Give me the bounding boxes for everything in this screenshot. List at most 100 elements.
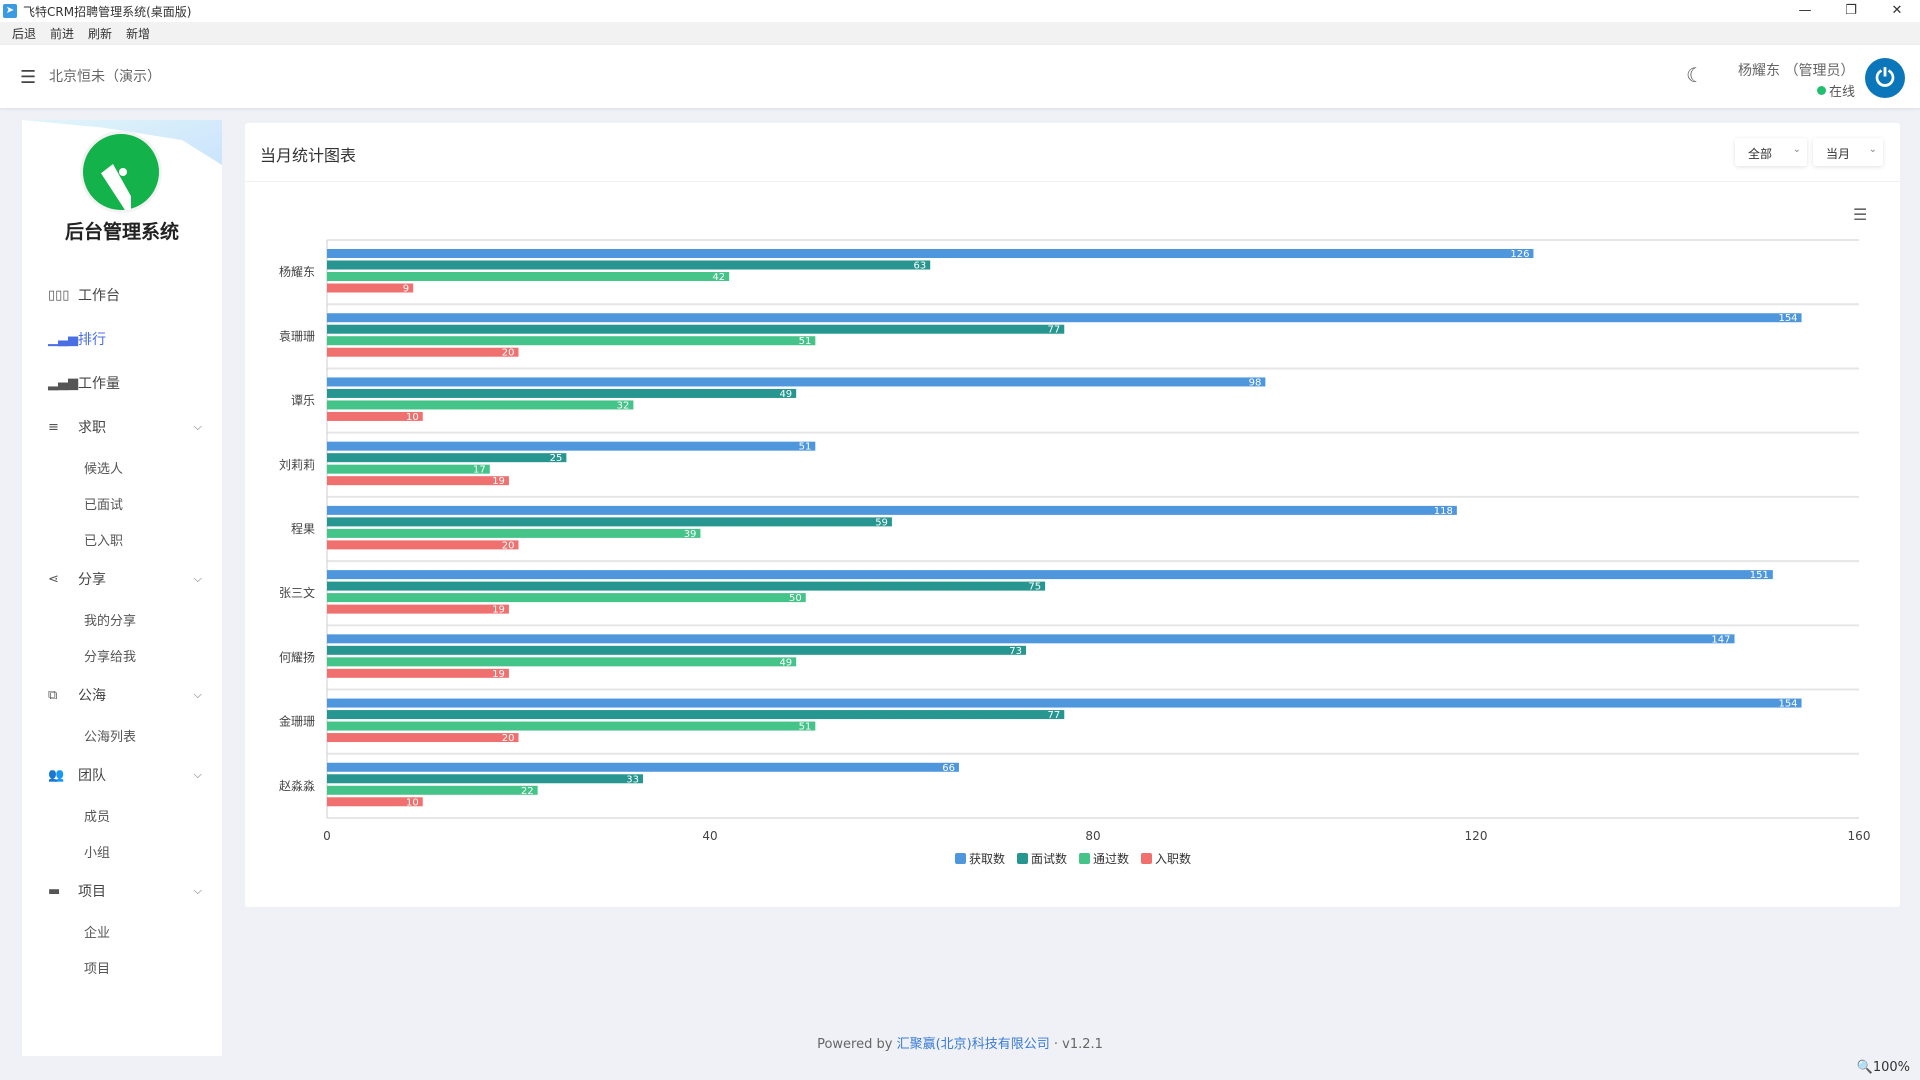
sidebar-item-label: 工作台 — [78, 288, 120, 304]
brand-title: 后台管理系统 — [64, 221, 179, 243]
bar-value-label: 42 — [712, 272, 725, 283]
bar-value-label: 50 — [789, 593, 802, 604]
bar — [327, 272, 730, 281]
sidebar-item-3[interactable]: ≡ 求职 ⌵ — [22, 405, 222, 449]
bar — [327, 336, 816, 346]
y-category-label: 杨耀东 — [279, 264, 315, 279]
app-icon: ➤ — [3, 4, 17, 18]
close-button[interactable]: ✕ — [1891, 3, 1903, 18]
dark-mode-icon[interactable]: ☾ — [1686, 63, 1704, 87]
restore-button[interactable]: ❐ — [1845, 3, 1857, 18]
chevron-down-icon: ⌄ — [1868, 144, 1877, 155]
sidebar-item-7[interactable]: ▬ 项目 ⌵ — [22, 869, 222, 913]
x-tick-label: 160 — [1848, 829, 1871, 843]
sidebar-subitem[interactable]: 我的分享 — [84, 613, 137, 629]
footer: Powered by 汇聚赢(北京)科技有限公司 · v1.2.1 — [0, 1033, 1920, 1052]
legend-item[interactable]: 通过数 — [1079, 850, 1129, 867]
period-value: 当月 — [1826, 147, 1851, 161]
bar — [327, 249, 1534, 258]
menu-refresh[interactable]: 刷新 — [88, 27, 113, 41]
bar — [327, 400, 634, 410]
sidebar-subitem[interactable]: 小组 — [84, 845, 111, 861]
sidebar-subitem[interactable]: 分享给我 — [84, 649, 137, 665]
share-icon: ⋖ — [48, 571, 59, 587]
scope-select[interactable]: 全部 ⌄ — [1735, 138, 1807, 166]
menu-back[interactable]: 后退 — [12, 27, 37, 41]
sidebar-item-6[interactable]: 👥 团队 ⌵ — [22, 753, 222, 797]
bar — [327, 774, 643, 784]
sidebar-subitem[interactable]: 已入职 — [84, 533, 124, 549]
menu-bar: 后退 前进 刷新 新增 — [0, 22, 1920, 45]
bar — [327, 260, 931, 270]
sidebar-item-5[interactable]: ⧉ 公海 ⌵ — [22, 673, 222, 717]
copy-icon: ⧉ — [48, 687, 58, 703]
legend-label: 获取数 — [969, 852, 1006, 866]
bar — [327, 710, 1065, 720]
bar-value-label: 19 — [492, 669, 505, 680]
legend-swatch — [1017, 853, 1029, 864]
bar-value-label: 59 — [875, 517, 888, 528]
zoom-level: 🔍100% — [1856, 1060, 1910, 1075]
bar-value-label: 126 — [1510, 249, 1529, 260]
y-category-label: 袁珊珊 — [279, 329, 315, 343]
bar-value-label: 118 — [1434, 506, 1453, 517]
sidebar-item-label: 工作量 — [78, 376, 120, 392]
bar-value-label: 9 — [403, 284, 409, 295]
ranking-icon: ▁▃▅ — [48, 331, 78, 347]
bar-value-label: 51 — [799, 722, 812, 733]
avatar[interactable]: ⏻ — [1865, 58, 1905, 98]
x-tick-label: 40 — [702, 829, 717, 843]
menu-forward[interactable]: 前进 — [50, 27, 75, 41]
bar-value-label: 75 — [1028, 582, 1041, 593]
online-status: 在线 — [1817, 81, 1855, 100]
company-link[interactable]: 汇聚赢(北京)科技有限公司 — [896, 1037, 1050, 1052]
legend-label: 通过数 — [1093, 852, 1130, 866]
sidebar-item-4[interactable]: ⋖ 分享 ⌵ — [22, 557, 222, 601]
bar — [327, 593, 806, 603]
bar-value-label: 51 — [799, 442, 812, 453]
bar — [327, 733, 519, 743]
legend-swatch — [955, 853, 966, 864]
bar-value-label: 49 — [779, 389, 792, 400]
window-title: 飞特CRM招聘管理系统(桌面版) — [23, 4, 192, 19]
bar-value-label: 98 — [1249, 377, 1262, 388]
x-tick-label: 80 — [1085, 829, 1100, 843]
users-icon: 👥 — [48, 767, 65, 783]
legend-item[interactable]: 面试数 — [1017, 850, 1067, 867]
bar-value-label: 39 — [684, 529, 697, 540]
minimize-button[interactable]: — — [1798, 3, 1812, 18]
chart-legend: 获取数 面试数 通过数 入职数 — [955, 850, 1203, 867]
bar — [327, 388, 797, 398]
bar-value-label: 22 — [521, 786, 534, 797]
y-category-label: 张三文 — [279, 585, 315, 600]
menu-new[interactable]: 新增 — [126, 27, 151, 41]
y-category-label: 谭乐 — [291, 394, 315, 408]
bar-value-label: 77 — [1048, 325, 1061, 336]
sidebar-subitem[interactable]: 已面试 — [84, 497, 124, 513]
sidebar-subitem[interactable]: 成员 — [84, 809, 111, 825]
bar-value-label: 10 — [406, 797, 419, 808]
logo — [83, 134, 159, 210]
bar — [327, 604, 509, 614]
sidebar-subitem[interactable]: 企业 — [84, 925, 111, 941]
bar-value-label: 33 — [626, 774, 639, 785]
sidebar-item-0[interactable]: ▯▯▯ 工作台 — [22, 273, 222, 317]
y-category-label: 刘莉莉 — [279, 458, 315, 472]
menu-toggle-icon[interactable]: ☰ — [20, 67, 37, 88]
period-select[interactable]: 当月 ⌄ — [1813, 138, 1883, 166]
legend-item[interactable]: 入职数 — [1141, 850, 1191, 867]
sidebar-subitem[interactable]: 项目 — [84, 961, 111, 977]
bar — [327, 634, 1735, 644]
sidebar-subitem[interactable]: 候选人 — [84, 461, 124, 477]
legend-item[interactable]: 获取数 — [955, 850, 1005, 867]
sidebar-item-1[interactable]: ▁▃▅ 排行 — [22, 317, 222, 361]
bar — [327, 785, 538, 795]
sidebar-subitem[interactable]: 公海列表 — [84, 729, 137, 745]
list-icon: ≡ — [48, 419, 59, 435]
chevron-down-icon: ⌄ — [1792, 144, 1801, 155]
chart-menu-icon[interactable]: ☰ — [1853, 205, 1868, 224]
bar-chart: 0 40 80 120 160 杨耀东 126 63 42 9 袁珊珊 154 77 51 20 谭乐 98 49… — [279, 239, 1871, 843]
bar — [327, 505, 1457, 515]
bar — [327, 347, 519, 357]
sidebar-item-2[interactable]: ▂▄▆ 工作量 — [22, 361, 222, 405]
